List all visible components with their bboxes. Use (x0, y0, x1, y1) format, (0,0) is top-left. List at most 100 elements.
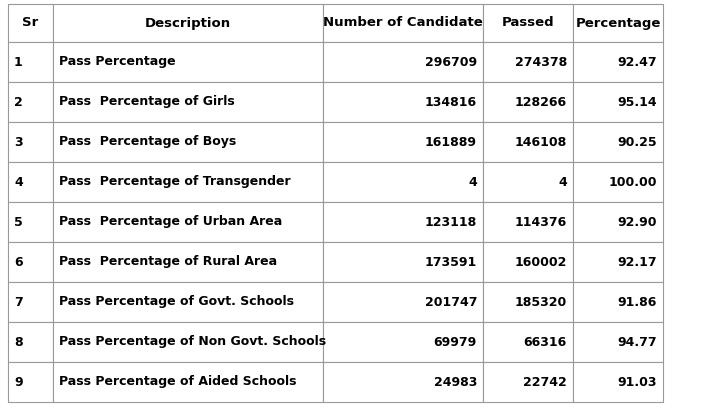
Bar (53, 202, 323, 242)
Text: 92.47: 92.47 (617, 55, 657, 69)
Bar (8, 362, 53, 402)
Bar (323, 242, 483, 282)
Text: 146108: 146108 (515, 136, 567, 149)
Text: Pass  Percentage of Girls: Pass Percentage of Girls (59, 96, 235, 109)
Bar (573, 282, 663, 322)
Text: Pass Percentage of Non Govt. Schools: Pass Percentage of Non Govt. Schools (59, 335, 326, 349)
Bar (53, 42, 323, 82)
Bar (483, 242, 573, 282)
Text: 134816: 134816 (425, 96, 477, 109)
Text: Sr: Sr (22, 17, 38, 30)
Text: 9: 9 (14, 376, 22, 389)
Bar (8, 282, 53, 322)
Text: Number of Candidate: Number of Candidate (323, 17, 483, 30)
Bar (483, 322, 573, 362)
Bar (483, 42, 573, 82)
Bar (53, 282, 323, 322)
Text: Pass  Percentage of Transgender: Pass Percentage of Transgender (59, 176, 291, 188)
Bar (323, 122, 483, 162)
Text: 69979: 69979 (434, 335, 477, 349)
Text: 4: 4 (558, 176, 567, 188)
Bar (323, 322, 483, 362)
Bar (573, 242, 663, 282)
Bar (483, 82, 573, 122)
Bar (8, 122, 53, 162)
Bar (573, 362, 663, 402)
Bar (53, 82, 323, 122)
Text: 8: 8 (14, 335, 22, 349)
Bar (53, 322, 323, 362)
Bar (483, 362, 573, 402)
Bar (53, 4, 323, 42)
Text: 185320: 185320 (515, 295, 567, 309)
Bar (53, 122, 323, 162)
Bar (483, 4, 573, 42)
Text: 24983: 24983 (434, 376, 477, 389)
Bar (323, 362, 483, 402)
Text: 7: 7 (14, 295, 23, 309)
Text: Percentage: Percentage (575, 17, 661, 30)
Text: Pass Percentage: Pass Percentage (59, 55, 175, 69)
Text: 100.00: 100.00 (609, 176, 657, 188)
Text: 91.86: 91.86 (617, 295, 657, 309)
Text: 66316: 66316 (523, 335, 567, 349)
Bar (53, 242, 323, 282)
Bar (8, 242, 53, 282)
Text: Passed: Passed (502, 17, 554, 30)
Text: 5: 5 (14, 215, 23, 228)
Bar (323, 42, 483, 82)
Text: Description: Description (145, 17, 231, 30)
Bar (53, 162, 323, 202)
Bar (573, 42, 663, 82)
Bar (8, 82, 53, 122)
Bar (483, 122, 573, 162)
Text: 1: 1 (14, 55, 23, 69)
Bar (573, 122, 663, 162)
Text: 6: 6 (14, 255, 22, 268)
Bar (8, 202, 53, 242)
Text: 92.90: 92.90 (617, 215, 657, 228)
Bar (483, 282, 573, 322)
Bar (53, 362, 323, 402)
Bar (483, 162, 573, 202)
Text: 2: 2 (14, 96, 23, 109)
Text: 94.77: 94.77 (617, 335, 657, 349)
Text: 128266: 128266 (515, 96, 567, 109)
Text: 3: 3 (14, 136, 22, 149)
Bar (323, 82, 483, 122)
Text: Pass Percentage of Govt. Schools: Pass Percentage of Govt. Schools (59, 295, 294, 309)
Bar (8, 162, 53, 202)
Bar (323, 202, 483, 242)
Text: 4: 4 (14, 176, 23, 188)
Text: 22742: 22742 (523, 376, 567, 389)
Bar (573, 202, 663, 242)
Text: 92.17: 92.17 (617, 255, 657, 268)
Bar (483, 202, 573, 242)
Text: 90.25: 90.25 (617, 136, 657, 149)
Text: 160002: 160002 (515, 255, 567, 268)
Bar (573, 4, 663, 42)
Text: 201747: 201747 (425, 295, 477, 309)
Text: 296709: 296709 (425, 55, 477, 69)
Text: 274378: 274378 (515, 55, 567, 69)
Text: 91.03: 91.03 (617, 376, 657, 389)
Bar (573, 322, 663, 362)
Bar (8, 4, 53, 42)
Bar (323, 4, 483, 42)
Bar (8, 322, 53, 362)
Text: 95.14: 95.14 (617, 96, 657, 109)
Text: Pass  Percentage of Boys: Pass Percentage of Boys (59, 136, 236, 149)
Bar (323, 162, 483, 202)
Bar (573, 162, 663, 202)
Text: 4: 4 (469, 176, 477, 188)
Text: Pass Percentage of Aided Schools: Pass Percentage of Aided Schools (59, 376, 297, 389)
Text: 173591: 173591 (425, 255, 477, 268)
Bar (573, 82, 663, 122)
Text: 161889: 161889 (425, 136, 477, 149)
Text: Pass  Percentage of Urban Area: Pass Percentage of Urban Area (59, 215, 282, 228)
Text: 114376: 114376 (515, 215, 567, 228)
Text: Pass  Percentage of Rural Area: Pass Percentage of Rural Area (59, 255, 277, 268)
Text: 123118: 123118 (425, 215, 477, 228)
Bar (8, 42, 53, 82)
Bar (323, 282, 483, 322)
